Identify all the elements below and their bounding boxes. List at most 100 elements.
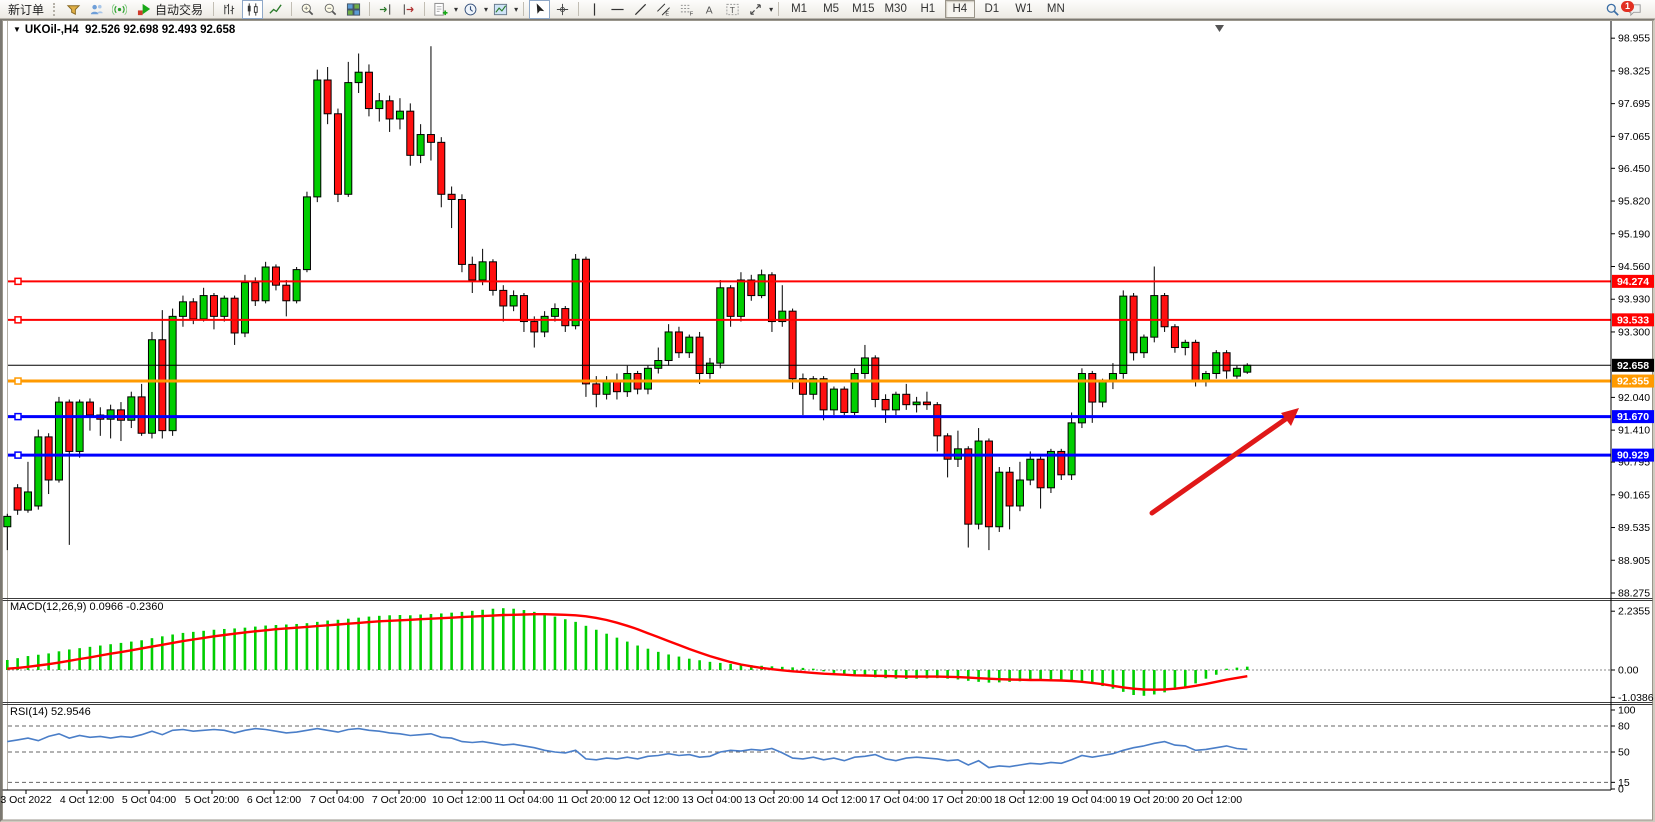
candle-body	[550, 308, 559, 317]
candle-body	[302, 196, 311, 271]
candle-body	[788, 310, 797, 380]
candle-body	[137, 396, 146, 434]
candle-body	[1150, 295, 1159, 338]
time-tick-label: 12 Oct 12:00	[619, 794, 679, 806]
price-tick-label: 98.955	[1618, 33, 1650, 45]
profiles-icon[interactable]	[63, 0, 84, 19]
rsi-tick-label: 15	[1618, 777, 1630, 789]
candle-body	[581, 258, 590, 385]
time-tick-label: 5 Oct 20:00	[185, 794, 239, 806]
trendline-tool-icon[interactable]	[630, 0, 651, 19]
candle-body	[44, 436, 53, 481]
auto-trading-button[interactable]: 自动交易	[132, 1, 208, 18]
crosshair-icon[interactable]	[552, 0, 573, 19]
notifications-icon[interactable]: 1	[1621, 0, 1646, 19]
arrows-tool-caret[interactable]: ▾	[769, 4, 774, 14]
tab-timeframe-m1[interactable]: M1	[791, 3, 808, 15]
candle-body	[178, 301, 187, 317]
candlestick-chart[interactable]: 98.955 98.325 97.695 97.065 96.450 95.820 95.1…	[0, 19, 1655, 822]
time-tick-label: 20 Oct 12:00	[1182, 794, 1242, 806]
candle-body	[292, 269, 301, 302]
candle-body	[282, 284, 291, 302]
candle-body	[902, 393, 911, 406]
candle-body	[1067, 422, 1076, 476]
price-badge-label: 94.274	[1617, 276, 1649, 288]
fibonacci-tool-icon[interactable]: F	[676, 0, 697, 19]
candle-body	[116, 409, 125, 421]
periods-caret[interactable]: ▾	[484, 4, 489, 14]
price-tick-label: 89.535	[1618, 522, 1650, 534]
candle-body	[1057, 450, 1066, 476]
toolbar-grip	[53, 2, 59, 16]
tab-timeframe-h4[interactable]: H4	[944, 0, 975, 18]
candle-body	[385, 100, 394, 120]
candle-body	[478, 261, 487, 281]
arrows-tool-icon[interactable]	[745, 0, 766, 19]
price-badge-label: 92.658	[1617, 360, 1649, 372]
candle-body	[426, 134, 435, 143]
tab-timeframe-d1[interactable]: D1	[984, 3, 1000, 15]
candle-body	[220, 297, 229, 317]
candle-body	[395, 110, 404, 120]
candle-body	[251, 282, 260, 302]
time-tick-label: 7 Oct 04:00	[310, 794, 364, 806]
new-order-button[interactable]: 新订单	[3, 1, 49, 18]
candle-body	[1088, 373, 1097, 403]
candle-body	[168, 315, 177, 432]
chart-shift-icon[interactable]	[398, 0, 419, 19]
price-tick-label: 95.190	[1618, 228, 1650, 240]
tab-timeframe-mn[interactable]: MN	[1046, 3, 1065, 15]
template-icon[interactable]	[490, 0, 511, 19]
signals-icon[interactable]	[109, 0, 130, 19]
candle-body	[685, 336, 694, 354]
candle-body	[1170, 326, 1179, 349]
chart-title-caret-icon[interactable]: ▼	[13, 25, 21, 34]
candle-body	[840, 388, 849, 413]
svg-text:T: T	[730, 4, 735, 14]
search-icon[interactable]	[1602, 0, 1623, 19]
auto-scroll-icon[interactable]	[375, 0, 396, 19]
tab-timeframe-m15[interactable]: M15	[852, 3, 875, 15]
text-tool-icon[interactable]: A	[699, 0, 720, 19]
tab-timeframe-m30[interactable]: M30	[884, 3, 907, 15]
rsi-tick-label: 100	[1618, 705, 1636, 717]
time-tick-label: 5 Oct 04:00	[122, 794, 176, 806]
tile-windows-icon[interactable]	[343, 0, 364, 19]
template-caret[interactable]: ▾	[514, 4, 519, 14]
add-indicator-caret[interactable]: ▾	[454, 4, 459, 14]
channel-tool-icon[interactable]: E	[653, 0, 674, 19]
text-label-tool-icon[interactable]: T	[722, 0, 743, 19]
top-toolbar: 新订单 自动交易	[0, 0, 1655, 19]
bar-chart-icon[interactable]	[219, 0, 240, 19]
candlestick-chart-icon[interactable]	[242, 0, 264, 19]
candle-body	[530, 321, 539, 333]
price-tick-label: 90.165	[1618, 489, 1650, 501]
chart-shift-marker	[1215, 25, 1224, 32]
candle-body	[354, 71, 363, 84]
horizontal-line-tool-icon[interactable]	[607, 0, 628, 19]
zoom-in-icon[interactable]	[297, 0, 318, 19]
candle-body	[1222, 352, 1231, 372]
candle-body	[1212, 352, 1221, 375]
cursor-icon[interactable]	[529, 0, 551, 19]
candle-body	[1119, 295, 1128, 375]
price-badge	[1612, 410, 1654, 424]
candle-body	[974, 440, 983, 525]
tab-timeframe-h1[interactable]: H1	[920, 3, 936, 15]
zoom-out-icon[interactable]	[320, 0, 341, 19]
price-tick-label: 92.040	[1618, 392, 1650, 404]
tab-timeframe-m5[interactable]: M5	[823, 3, 840, 15]
candle-body	[1232, 367, 1241, 377]
time-tick-label: 3 Oct 2022	[0, 794, 52, 806]
vertical-line-tool-icon[interactable]	[584, 0, 605, 19]
candle-body	[364, 71, 373, 110]
periods-clock-icon[interactable]	[460, 0, 481, 19]
candle-body	[1191, 341, 1200, 383]
price-tick-label: 93.930	[1618, 294, 1650, 306]
tab-timeframe-w1[interactable]: W1	[1015, 3, 1033, 15]
line-chart-icon[interactable]	[265, 0, 286, 19]
candle-body	[809, 378, 818, 395]
accounts-icon[interactable]	[86, 0, 107, 19]
time-tick-label: 17 Oct 04:00	[869, 794, 929, 806]
add-indicator-icon[interactable]	[430, 0, 451, 19]
